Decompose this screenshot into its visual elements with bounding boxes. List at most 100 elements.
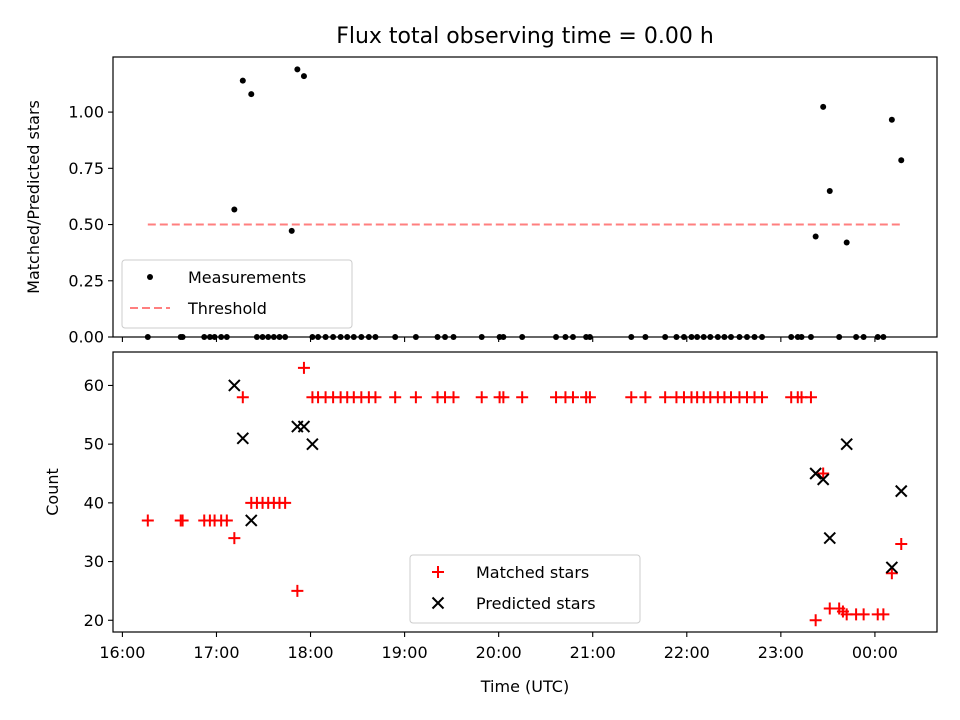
measurement-point bbox=[309, 334, 316, 340]
legend-label: Threshold bbox=[187, 299, 267, 318]
predicted-star-point bbox=[809, 467, 822, 480]
matched-star-point bbox=[659, 391, 672, 404]
predicted-star-point bbox=[297, 420, 311, 433]
y-tick-label: 40 bbox=[84, 493, 104, 512]
measurement-point bbox=[206, 334, 213, 340]
measurement-point bbox=[442, 334, 449, 340]
measurement-point bbox=[628, 334, 635, 340]
y-tick-label: 20 bbox=[84, 611, 104, 630]
measurement-point bbox=[820, 103, 827, 110]
top-panel: 0.00 0.25 0.50 0.75 1.00 Matched/Predicted st… bbox=[24, 56, 938, 347]
measurement-point bbox=[288, 227, 295, 234]
measurement-point bbox=[350, 334, 357, 340]
predicted-star-point bbox=[245, 514, 258, 527]
measurement-point bbox=[282, 334, 289, 340]
y-tick-label: 0.50 bbox=[68, 215, 104, 234]
measurement-point bbox=[586, 334, 593, 340]
measurement-point bbox=[673, 334, 680, 340]
measurement-point bbox=[211, 334, 218, 340]
measurement-point bbox=[253, 334, 260, 340]
plot-area bbox=[144, 66, 905, 340]
measurement-point bbox=[372, 334, 379, 340]
bottom-panel: 20 30 40 50 60 16:00 17:00 18:00 19:00 20:00 21:00… bbox=[43, 351, 938, 696]
matched-star-point bbox=[895, 537, 908, 550]
measurement-point bbox=[888, 116, 895, 123]
chart-title: Flux total observing time = 0.00 h bbox=[336, 24, 714, 49]
x-axis-label: Time (UTC) bbox=[480, 677, 569, 696]
measurement-point bbox=[759, 334, 766, 340]
measurement-point bbox=[553, 334, 560, 340]
measurement-point bbox=[562, 334, 569, 340]
predicted-star-point bbox=[885, 561, 899, 574]
measurement-point bbox=[694, 334, 701, 340]
matched-star-point bbox=[291, 584, 304, 597]
measurement-point bbox=[478, 334, 485, 340]
y-axis-label: Count bbox=[43, 468, 62, 516]
matched-star-point bbox=[141, 514, 154, 527]
measurement-point bbox=[662, 334, 669, 340]
measurement-point bbox=[294, 66, 301, 73]
measurement-point bbox=[642, 334, 649, 340]
measurement-point bbox=[315, 334, 322, 340]
measurement-point bbox=[337, 334, 344, 340]
measurement-point bbox=[836, 334, 843, 340]
measurement-point bbox=[231, 206, 238, 213]
measurement-point bbox=[144, 334, 151, 340]
plot-frame bbox=[112, 351, 938, 633]
predicted-star-point bbox=[840, 437, 853, 451]
measurement-point bbox=[248, 91, 255, 98]
measurement-point bbox=[700, 334, 707, 340]
legend-marker-matched bbox=[432, 566, 444, 578]
measurement-point bbox=[807, 334, 814, 340]
measurement-point bbox=[826, 188, 833, 195]
measurement-point bbox=[843, 239, 850, 246]
matched-star-point bbox=[877, 608, 890, 621]
matched-star-point bbox=[566, 391, 579, 404]
matched-star-point bbox=[220, 514, 233, 527]
matched-star-point bbox=[804, 391, 817, 404]
measurement-point bbox=[707, 334, 714, 340]
plot-area bbox=[141, 361, 908, 627]
measurement-point bbox=[265, 334, 272, 340]
measurement-point bbox=[259, 334, 266, 340]
y-tick-label: 30 bbox=[84, 552, 104, 571]
measurement-point bbox=[412, 334, 419, 340]
y-tick-label: 0.25 bbox=[68, 271, 104, 290]
measurement-point bbox=[322, 334, 329, 340]
matched-star-point bbox=[809, 614, 822, 627]
x-tick-label: 21:00 bbox=[570, 643, 616, 662]
measurement-point bbox=[223, 334, 230, 340]
measurement-point bbox=[721, 334, 728, 340]
x-tick-label: 16:00 bbox=[99, 643, 145, 662]
measurement-point bbox=[680, 334, 687, 340]
measurement-point bbox=[788, 334, 795, 340]
measurement-point bbox=[860, 334, 867, 340]
predicted-star-point bbox=[236, 432, 250, 445]
measurement-point bbox=[736, 334, 743, 340]
measurement-point bbox=[688, 334, 695, 340]
measurement-point bbox=[392, 334, 399, 340]
matched-star-point bbox=[176, 514, 189, 527]
matched-star-point bbox=[369, 391, 382, 404]
measurement-point bbox=[201, 334, 208, 340]
legend-marker-predicted bbox=[431, 596, 445, 610]
predicted-star-point bbox=[823, 531, 836, 545]
measurement-point bbox=[218, 334, 225, 340]
measurement-point bbox=[898, 157, 905, 164]
measurement-point bbox=[751, 334, 758, 340]
measurement-point bbox=[434, 334, 441, 340]
matched-star-point bbox=[857, 608, 870, 621]
measurement-point bbox=[874, 334, 881, 340]
x-tick-label: 00:00 bbox=[852, 643, 898, 662]
y-tick-label: 0.00 bbox=[68, 328, 104, 347]
predicted-star-point bbox=[895, 484, 908, 498]
matched-star-point bbox=[625, 391, 638, 404]
predicted-star-point bbox=[228, 379, 241, 392]
x-tick-label: 17:00 bbox=[193, 643, 239, 662]
legend: Matched stars Predicted stars bbox=[409, 554, 641, 624]
x-tick-label: 22:00 bbox=[664, 643, 710, 662]
measurement-point bbox=[853, 334, 860, 340]
measurement-point bbox=[812, 233, 819, 240]
legend-marker-measurements bbox=[147, 274, 153, 280]
matched-star-point bbox=[228, 532, 241, 545]
